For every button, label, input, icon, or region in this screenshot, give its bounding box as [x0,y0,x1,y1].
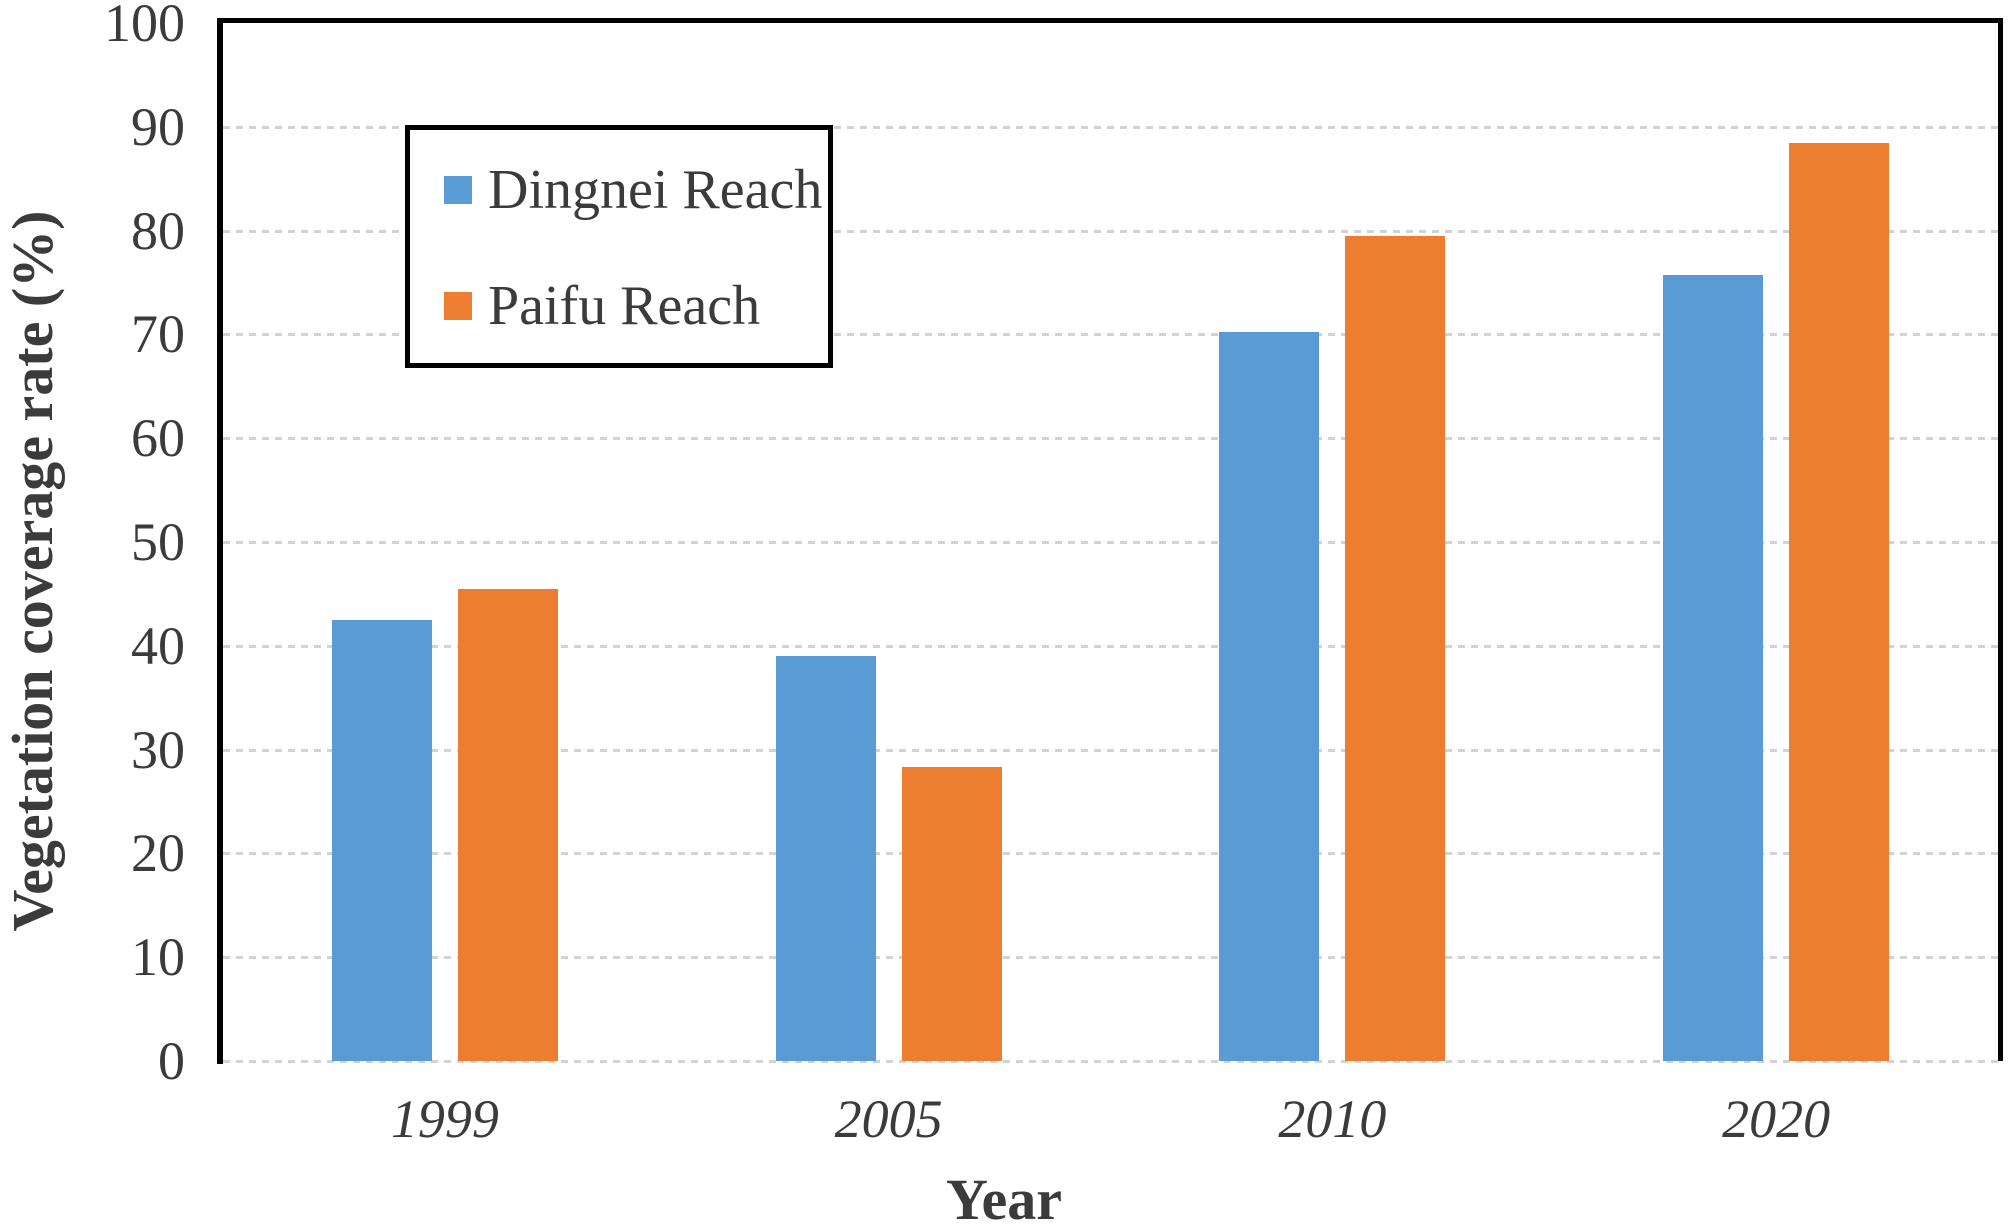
legend-item-dingnei-reach: Dingnei Reach [444,162,822,218]
y-tick-label: 20 [131,823,185,884]
y-tick-label: 80 [131,200,185,261]
gridline [223,956,1998,960]
gridline [223,748,1998,752]
y-tick-label: 50 [131,512,185,572]
gridline [223,644,1998,648]
plot-border-top [217,18,2003,23]
bar-dingnei-reach-1999 [331,619,432,1061]
y-tick-label: 0 [158,1031,185,1091]
x-tick-label: 2020 [1722,1089,1831,1149]
bar-paifu-reach-2010 [1345,235,1446,1061]
plot-border-right [1998,23,2003,1061]
x-tick-label: 1999 [390,1089,499,1149]
y-tick-label: 90 [131,96,185,157]
legend: Dingnei Reach Paifu Reach [405,125,833,368]
gridline [223,125,1998,129]
bar-paifu-reach-2005 [901,767,1002,1061]
bar-dingnei-reach-2020 [1663,275,1764,1061]
gridline [223,541,1998,544]
y-tick-label: 100 [104,0,185,53]
plot-area [217,18,2003,1064]
gridline [223,333,1998,337]
bar-paifu-reach-1999 [457,588,558,1061]
legend-label: Paifu Reach [488,275,761,337]
legend-label: Dingnei Reach [488,159,823,221]
bar-dingnei-reach-2005 [775,656,876,1061]
legend-swatch-orange-icon [444,292,472,320]
gridline [223,437,1998,441]
y-tick-label: 60 [131,408,185,469]
y-tick-label: 30 [131,719,185,780]
gridline [223,229,1998,233]
x-tick-label: 2010 [1278,1089,1387,1149]
gridline [223,852,1998,856]
bar-paifu-reach-2020 [1789,143,1890,1061]
y-tick-label: 40 [131,615,185,676]
gridline [223,1060,1998,1063]
y-tick-label: 10 [131,927,185,988]
x-axis-title: Year [946,1167,1062,1228]
legend-item-paifu-reach: Paifu Reach [444,278,760,334]
y-tick-label: 70 [131,304,185,365]
legend-swatch-blue-icon [444,176,472,204]
x-tick-label: 2005 [834,1089,943,1149]
bar-dingnei-reach-2010 [1219,332,1320,1061]
y-axis-line [217,23,223,1064]
